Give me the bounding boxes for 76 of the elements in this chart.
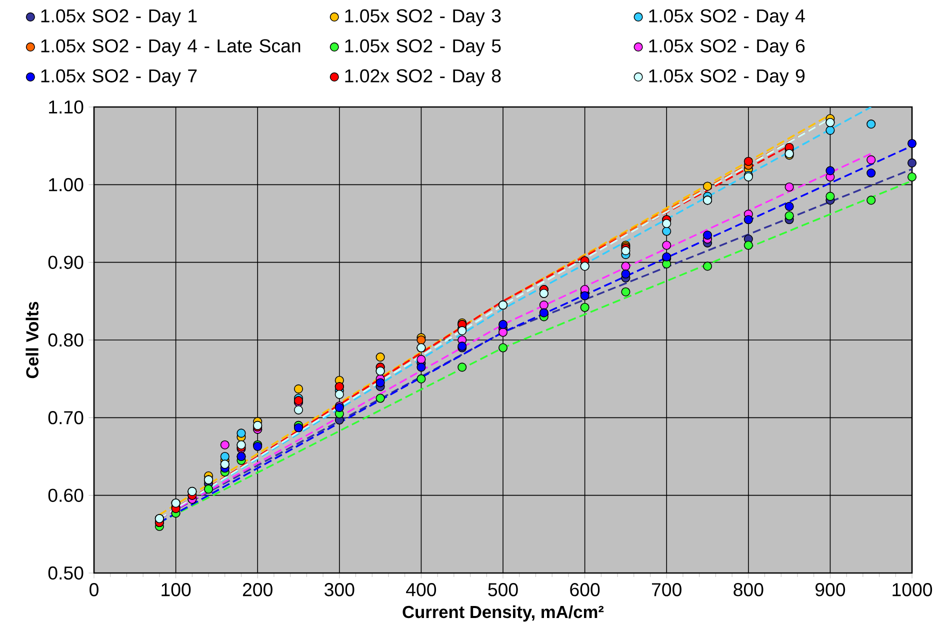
point [376,352,385,362]
point [376,378,385,388]
x-tick-label: 800 [734,583,764,596]
legend-label: 1.05x SO2 - Day 3 [345,9,501,26]
legend-label: 1.05x SO2 - Day 7 [41,69,197,86]
point [498,320,508,330]
x-tick-label: 200 [242,583,272,596]
legend-label: 1.05x SO2 - Day 4 - Late Scan [41,39,300,56]
point [744,215,753,224]
point [416,354,426,364]
point [907,172,917,182]
point [702,182,712,191]
point [294,384,304,394]
legend-label: 1.05x SO2 - Day 9 [649,69,805,86]
point [907,138,917,148]
legend-label: 1.05x SO2 - Day 4 [649,9,805,26]
point [662,240,672,250]
point [702,262,712,271]
point [662,226,672,236]
y-tick-label: 0.50 [48,566,84,580]
x-tick-label: 0 [90,583,98,596]
point [826,192,835,201]
x-axis-title: Current Density, mA/cm² [402,605,604,622]
y-tick-label: 0.70 [48,411,84,424]
y-axis-title: Cell Volts [26,302,38,378]
legend-label: 1.05x SO2 - Day 6 [649,39,805,56]
y-tick-label: 0.60 [48,488,84,502]
point [784,182,794,192]
x-tick-label: 600 [570,583,600,596]
point [866,155,876,164]
point [458,326,467,336]
point [621,246,630,256]
legend-label: 1.05x SO2 - Day 5 [345,39,501,56]
point [744,156,753,166]
point [236,428,246,438]
point [662,218,672,228]
point [826,166,835,176]
point [784,202,794,211]
x-tick-label: 1000 [892,583,932,596]
point [416,335,426,345]
point [621,287,630,296]
point [220,440,230,450]
y-tick-label: 1.00 [49,178,84,192]
point [866,168,876,178]
point [826,126,835,135]
point [539,300,548,310]
point [702,230,712,240]
x-tick-label: 700 [652,583,682,596]
x-tick-label: 900 [816,583,846,596]
y-tick-label: 1.10 [49,100,84,114]
point [580,291,590,300]
point [498,328,508,337]
point [498,343,508,352]
x-tick-label: 400 [406,583,436,596]
x-tick-label: 500 [488,583,518,596]
point [294,423,304,432]
point [580,302,590,312]
y-tick-label: 0.80 [48,333,84,347]
point [866,196,876,205]
legend-label: 1.05x SO2 - Day 1 [41,9,197,26]
point [416,362,426,372]
x-tick-label: 100 [162,583,191,596]
point [294,405,304,414]
point [416,374,426,384]
legend-label: 1.02x SO2 - Day 8 [345,69,501,86]
x-tick-label: 300 [324,583,354,596]
point [204,484,214,494]
point [621,269,630,279]
point [744,240,753,250]
point [907,158,917,168]
point [784,211,794,220]
point [376,394,385,403]
point [866,120,876,129]
point [621,262,630,271]
y-tick-label: 0.90 [48,256,84,269]
point [458,362,467,372]
